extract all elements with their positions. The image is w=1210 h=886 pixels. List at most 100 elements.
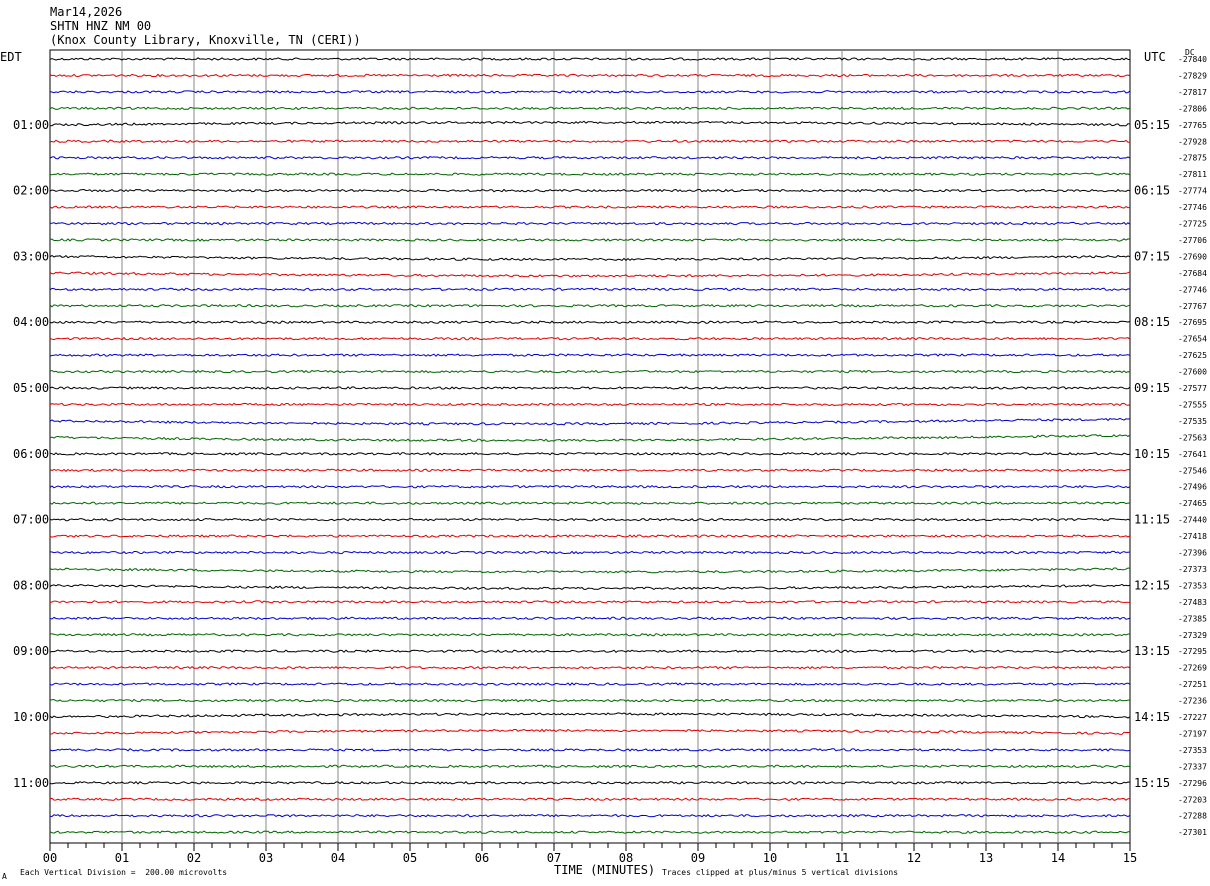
seismic-trace <box>49 73 1131 78</box>
seismic-trace <box>49 567 1131 574</box>
seismic-trace <box>49 665 1131 670</box>
seismic-trace <box>49 534 1131 538</box>
seismic-trace <box>49 780 1131 785</box>
x-tick-label: 13 <box>979 851 993 865</box>
seismic-trace <box>49 501 1131 505</box>
x-tick-label: 01 <box>115 851 129 865</box>
left-hour-label: 08:00 <box>13 578 49 592</box>
seismic-trace <box>49 600 1131 604</box>
right-hour-label: 15:15 <box>1134 776 1170 790</box>
x-tick-label: 05 <box>403 851 417 865</box>
right-hour-label: 11:15 <box>1134 513 1170 527</box>
dc-offset-label: -27725 <box>1178 220 1207 229</box>
seismic-trace <box>49 139 1131 143</box>
left-hour-label: 04:00 <box>13 315 49 329</box>
x-tick-label: 08 <box>619 851 633 865</box>
seismic-trace <box>49 188 1131 193</box>
right-hour-label: 13:15 <box>1134 644 1170 658</box>
x-tick-label: 11 <box>835 851 849 865</box>
seismic-trace <box>49 698 1130 703</box>
dc-offset-label: -27465 <box>1178 499 1207 508</box>
seismic-trace <box>49 369 1131 374</box>
seismic-trace <box>49 90 1131 94</box>
dc-offset-label: -27654 <box>1178 335 1207 344</box>
right-timezone-label: UTC <box>1144 50 1166 64</box>
scale-note: Each Vertical Division = 200.00 microvol… <box>20 868 228 877</box>
dc-offset-label: -27765 <box>1178 121 1207 130</box>
dc-offset-label: -27197 <box>1178 729 1207 738</box>
dc-offset-label: -27563 <box>1178 433 1207 442</box>
dc-offset-label: -27396 <box>1178 549 1207 558</box>
seismic-trace <box>49 682 1131 686</box>
dc-offset-label: -27695 <box>1178 318 1207 327</box>
dc-offset-label: -27418 <box>1178 532 1207 541</box>
seismic-trace <box>49 205 1130 209</box>
seismic-trace <box>49 386 1131 390</box>
seismic-trace <box>49 451 1131 456</box>
x-tick-label: 06 <box>475 851 489 865</box>
x-axis-label: TIME (MINUTES) <box>554 863 656 877</box>
dc-offset-label: -27236 <box>1178 697 1207 706</box>
clip-note: Traces clipped at plus/minus 5 vertical … <box>662 868 899 877</box>
seismic-trace <box>49 797 1131 801</box>
left-hour-label: 10:00 <box>13 710 49 724</box>
seismic-trace <box>49 287 1131 292</box>
right-hour-label: 08:15 <box>1134 315 1170 329</box>
dc-offset-label: -27555 <box>1178 400 1207 409</box>
dc-offset-label: -27806 <box>1178 104 1207 113</box>
seismic-trace <box>49 57 1131 61</box>
dc-offset-label: -27840 <box>1178 55 1207 64</box>
seismic-trace <box>49 616 1131 621</box>
seismic-trace <box>49 583 1131 591</box>
dc-offset-header: DC <box>1185 48 1195 57</box>
dc-offset-label: -27928 <box>1178 137 1207 146</box>
x-tick-label: 09 <box>691 851 705 865</box>
dc-offset-label: -27746 <box>1178 203 1207 212</box>
seismic-trace <box>49 238 1131 242</box>
dc-offset-label: -27353 <box>1178 581 1207 590</box>
dc-offset-label: -27496 <box>1178 483 1207 492</box>
right-hour-label: 06:15 <box>1134 184 1170 198</box>
seismic-trace <box>49 517 1131 522</box>
left-hour-label: 01:00 <box>13 118 49 132</box>
seismic-trace <box>49 417 1131 426</box>
dc-offset-label: -27625 <box>1178 351 1207 360</box>
dc-offset-label: -27329 <box>1178 631 1207 640</box>
seismic-trace <box>49 120 1131 127</box>
left-hour-label: 09:00 <box>13 644 49 658</box>
seismic-trace <box>49 728 1130 735</box>
x-tick-label: 02 <box>187 851 201 865</box>
dc-offset-label: -27288 <box>1178 812 1207 821</box>
dc-offset-label: -27746 <box>1178 285 1207 294</box>
chart-date: Mar14,2026 <box>50 5 123 19</box>
dc-offset-label: -27483 <box>1178 598 1207 607</box>
dc-offset-label: -27385 <box>1178 614 1207 623</box>
seismic-trace <box>49 550 1131 555</box>
dc-offset-label: -27535 <box>1178 417 1207 426</box>
right-hour-label: 10:15 <box>1134 447 1170 461</box>
dc-offset-label: -27269 <box>1178 664 1207 673</box>
seismic-trace <box>49 155 1131 160</box>
seismic-trace <box>49 814 1131 818</box>
x-tick-label: 15 <box>1123 851 1137 865</box>
station-code: SHTN HNZ NM 00 <box>50 19 152 33</box>
seismic-trace <box>49 633 1131 637</box>
left-hour-label: 02:00 <box>13 184 49 198</box>
left-timezone-label: EDT <box>0 50 22 64</box>
dc-offset-label: -27577 <box>1178 384 1207 393</box>
x-tick-label: 03 <box>259 851 273 865</box>
station-location: (Knox County Library, Knoxville, TN (CER… <box>50 33 361 47</box>
seismic-trace <box>49 402 1131 407</box>
seismic-trace <box>49 320 1131 324</box>
seismic-trace <box>49 434 1131 442</box>
dc-offset-label: -27690 <box>1178 252 1207 261</box>
dc-offset-label: -27440 <box>1178 516 1207 525</box>
plot-frame <box>49 49 1131 844</box>
seismic-trace <box>49 712 1131 719</box>
left-hour-label: 03:00 <box>13 249 49 263</box>
seismic-trace <box>49 649 1131 653</box>
seismic-trace <box>49 304 1131 308</box>
seismic-trace <box>49 748 1131 752</box>
dc-offset-label: -27227 <box>1178 713 1207 722</box>
